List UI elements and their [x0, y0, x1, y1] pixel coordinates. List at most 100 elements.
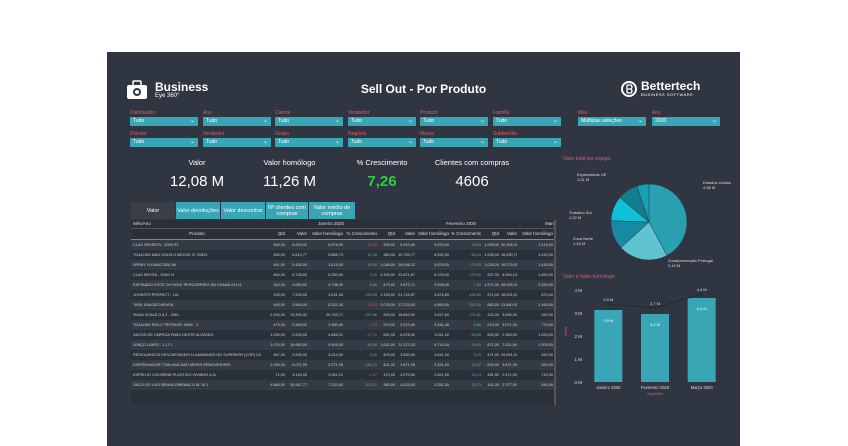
table-cell: 471,00 — [487, 353, 499, 357]
table-cell: TASK SAN DECHEM 5L — [133, 303, 175, 307]
filter-dropdown[interactable]: Tudo ⌄ — [348, 138, 416, 147]
filter-dropdown[interactable]: Tudo ⌄ — [348, 117, 416, 126]
table-row[interactable]: RESGUARDOS DESCARTAVEIS 1LAMINANDO NO SU… — [131, 350, 555, 360]
column-header[interactable]: Valor homólogo — [311, 231, 343, 236]
table-cell: 3.598,00 — [434, 283, 449, 287]
table-cell: 930,00 — [541, 363, 553, 367]
table-cell: 5.830,00 — [502, 313, 517, 317]
filter-dropdown[interactable]: 2020 ⌄ — [652, 117, 720, 126]
table-row[interactable]: SACO DO LIXO BRANCO/BRANCO 5L 10 1 4.660,… — [131, 380, 555, 390]
column-header[interactable]: Qtd — [277, 231, 285, 236]
table-cell: 460,00 — [273, 253, 285, 257]
kpi-value: 7,26 — [367, 173, 397, 190]
table-row[interactable]: LENÇO LIMPO - 1 LT L 1.070,00 16.980,00 9.3… — [131, 340, 555, 350]
table-cell: 421,00 — [383, 363, 395, 367]
table-cell: -6,57 — [368, 373, 377, 377]
tab-valor[interactable]: Valor — [131, 202, 175, 219]
table-cell: 1.001,00 — [380, 343, 395, 347]
table-cell: 7.021,54 — [502, 343, 517, 347]
pie-slice[interactable] — [620, 221, 668, 261]
filter-label: Vendedor — [348, 110, 370, 116]
column-header[interactable]: Valor — [404, 231, 415, 236]
filter-dropdown[interactable]: Tudo ⌄ — [275, 117, 343, 126]
table-row[interactable]: TASK SAN DECHEM 5L 440,00 3.964,00 5.331,00… — [131, 300, 555, 310]
table-cell: 7,63 — [473, 283, 481, 287]
filter-dropdown[interactable]: Tudo ⌄ — [130, 138, 198, 147]
bar[interactable] — [594, 310, 623, 382]
table-cell: 461,00 — [273, 263, 285, 267]
filter-value: Tudo — [496, 139, 508, 145]
table-cell: TOALHAS ROLO TRITSASE 150M - 1 — [133, 323, 199, 327]
table-cell: 470,00 — [383, 373, 395, 377]
tab-clientes-com-compras[interactable]: Nº clientes com compras — [266, 202, 308, 219]
filter-dropdown[interactable]: Tudo ⌄ — [420, 138, 488, 147]
column-header[interactable]: % Crescimento — [451, 231, 481, 236]
column-header[interactable]: Qtd — [387, 231, 395, 236]
filter-dropdown[interactable]: Tudo ⌄ — [203, 138, 271, 147]
line-point[interactable] — [653, 306, 657, 310]
table-cell: 5.728,00 — [292, 273, 307, 277]
filter-slicer: Cliente Tudo ⌄ — [275, 110, 343, 126]
table-cell: 23.480,00 — [501, 303, 517, 307]
table-scrollbar[interactable] — [554, 220, 556, 405]
column-header[interactable]: Qtd — [491, 231, 499, 236]
filter-dropdown[interactable]: Tudo ⌄ — [203, 117, 271, 126]
table-cell: -25,64 — [366, 303, 377, 307]
column-header[interactable]: Valor — [296, 231, 307, 236]
table-row[interactable]: TOALHAS ROLO TRITSASE 150M - 1 470,00 3.34… — [131, 320, 555, 330]
table-row[interactable]: JOHNSTS PERFECT - 10L 100,00 7.290,00 3.231… — [131, 290, 555, 300]
chevron-down-icon: ⌄ — [334, 118, 340, 124]
table-cell: 5.885,73 — [328, 253, 343, 257]
table-row[interactable]: ESPELHO CHLORINE PLASTICO VIVINHO 4,0L 71… — [131, 370, 555, 380]
filter-dropdown[interactable]: Tudo ⌄ — [493, 117, 561, 126]
table-row[interactable]: CLAX BESITA - 20KG N 460,00 5.728,00 5.250,… — [131, 270, 555, 280]
tab-valor-medio[interactable]: Valor médio de compras — [309, 202, 355, 219]
pie-value-label: 1,01 M — [577, 177, 589, 182]
bar[interactable] — [641, 314, 669, 382]
filter-dropdown[interactable]: Tudo ⌄ — [275, 138, 343, 147]
filter-dropdown[interactable]: Múltiplas seleções ⌄ — [578, 117, 646, 126]
column-header[interactable]: Produto — [189, 231, 205, 236]
table-cell: 470,00 — [273, 323, 285, 327]
kpi-label: Valor — [188, 158, 206, 167]
filter-dropdown[interactable]: Tudo ⌄ — [493, 138, 561, 147]
table-row[interactable]: SACOS DE LIMPEZA PANO DESTE ALVEADO 1.290… — [131, 330, 555, 340]
x-axis-label: Ano/Mês — [647, 391, 663, 396]
filter-dropdown[interactable]: Tudo ⌄ — [130, 117, 198, 126]
column-header[interactable]: Valor — [506, 231, 517, 236]
tab-valor-descontos[interactable]: Valor descontos — [221, 202, 265, 219]
column-header[interactable]: Valor homólogo — [417, 231, 449, 236]
chevron-down-icon: ⌄ — [407, 118, 413, 124]
y-tick-label: 0 M — [574, 380, 582, 385]
table-cell: 28.035,00 — [501, 283, 517, 287]
table-cell: 6.612,77 — [292, 253, 307, 257]
filter-slicer: Negócio Tudo ⌄ — [348, 131, 416, 147]
month-header: Março — [545, 221, 555, 226]
dashboard: Business Eye 360° Sell Out - Por Produto… — [107, 52, 740, 446]
table-cell: 125,58 — [365, 293, 377, 297]
bar-title: Valor e Valor homólogo — [563, 274, 615, 280]
table-cell: 1.890,00 — [538, 273, 553, 277]
table-cell: -0,30 — [368, 323, 377, 327]
pie-slice[interactable] — [636, 183, 650, 223]
table-row[interactable]: CLAX SESSETA - 2000 ST 460,00 6.000,00 6.97… — [131, 240, 555, 250]
line-point[interactable] — [700, 292, 703, 296]
table-row[interactable]: DISPENSADOR TOALHAS MAO MERIS REMOVEDORS… — [131, 360, 555, 370]
bar[interactable] — [687, 298, 716, 382]
column-header[interactable]: % Crescimento — [346, 231, 377, 236]
table-cell: 3.014,00 — [328, 353, 343, 357]
filter-dropdown[interactable]: Tudo ⌄ — [420, 117, 488, 126]
filter-slicer: Marca Tudo ⌄ — [420, 131, 488, 147]
column-header[interactable]: Valor homólogo — [521, 231, 553, 236]
table-row[interactable]: TOALHAS MAO SOUS H MECKE 37 22824 460,00 6… — [131, 250, 555, 260]
table-cell: 11.372,20 — [398, 343, 415, 347]
pie-title: Valor total por equipa — [563, 156, 611, 162]
table-row[interactable]: SUMA SCALE D 6,2 - 20KL 2.100,00 74.305,42… — [131, 310, 555, 320]
table-row[interactable]: ESPIGADO VOCE CH ROLE PERCORRIDO 3M CHAM… — [131, 280, 555, 290]
pie-slice[interactable] — [648, 183, 688, 256]
table-cell: 490,80 — [469, 293, 481, 297]
table-cell: 2.100,00 — [270, 313, 285, 317]
line-point[interactable] — [607, 302, 610, 306]
table-row[interactable]: SPRAY YLEANS 250L 6K 461,00 5.430,00 3.415,… — [131, 260, 555, 270]
tab-valor-devolucoes[interactable]: Valor devoluções — [176, 202, 220, 219]
